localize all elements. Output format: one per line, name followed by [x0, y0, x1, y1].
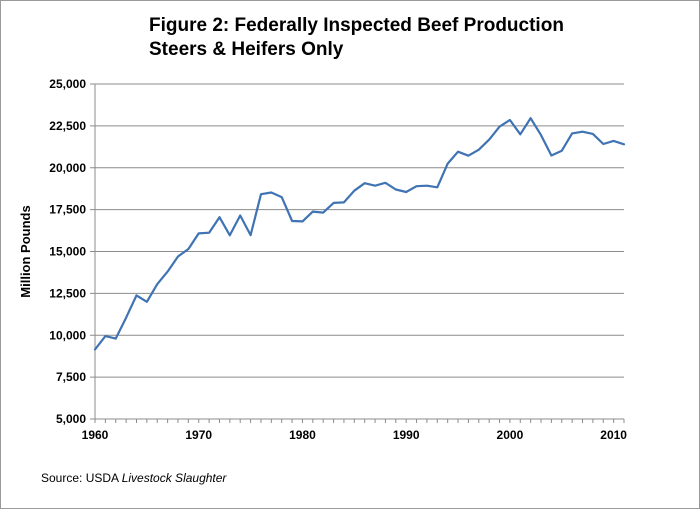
x-tick-label: 1970: [185, 428, 212, 442]
y-axis-title: Million Pounds: [18, 205, 33, 297]
y-tick-label: 15,000: [49, 245, 86, 259]
y-tick-label: 12,500: [49, 286, 86, 300]
y-tick-label: 7,500: [56, 370, 86, 384]
y-tick-label: 25,000: [49, 77, 86, 91]
y-tick-label: 5,000: [56, 412, 86, 426]
series-line: [93, 117, 626, 351]
x-tick-label: 2000: [497, 428, 524, 442]
chart-title-line-1: Figure 2: Federally Inspected Beef Produ…: [149, 15, 564, 36]
chart-title-line-2: Steers & Heifers Only: [149, 39, 344, 60]
y-tick-label: 22,500: [49, 119, 86, 133]
x-tick-label: 1990: [393, 428, 420, 442]
y-tick-label: 20,000: [49, 161, 86, 175]
source-note: Source: USDA Livestock Slaughter: [41, 471, 226, 485]
source-publication: Livestock Slaughter: [121, 471, 227, 485]
x-tick-label: 1960: [82, 428, 109, 442]
x-tick-label: 2010: [600, 428, 627, 442]
source-prefix: Source: USDA: [41, 471, 122, 485]
x-tick-label: 1980: [289, 428, 316, 442]
y-tick-label: 10,000: [49, 328, 86, 342]
y-tick-label: 17,500: [49, 203, 86, 217]
